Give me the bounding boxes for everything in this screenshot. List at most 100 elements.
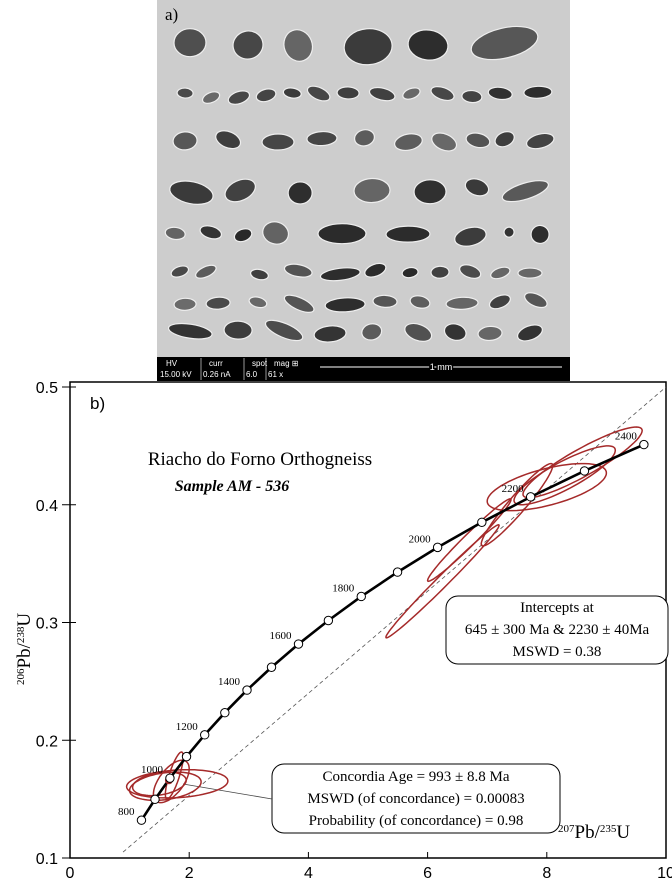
zircon-grain (494, 131, 515, 148)
zircon-grain (313, 325, 347, 343)
zircon-grain (445, 296, 479, 310)
zircon-grain (402, 87, 421, 100)
zircon-grain (465, 132, 491, 149)
zircon-grain (401, 266, 419, 279)
axis-label-part: 206 (15, 668, 27, 685)
error-ellipse (164, 751, 184, 800)
annotation-text: Intercepts at (520, 600, 595, 616)
error-ellipse (486, 462, 608, 512)
age-marker (266, 662, 277, 672)
zircon-grain (164, 226, 186, 241)
axis-label-part: 238 (15, 626, 27, 643)
age-marker (432, 542, 443, 553)
zircon-grain (343, 28, 393, 66)
age-marker (242, 685, 252, 695)
chart-subtitle: Sample AM - 536 (175, 478, 290, 495)
zircon-grain (364, 262, 387, 278)
zircon-grain (470, 25, 539, 61)
zircon-grain (283, 29, 314, 62)
annotation-box (271, 763, 561, 834)
info-value: 15.00 kV (160, 370, 192, 379)
zircon-grain (409, 295, 431, 309)
zircon-grain (255, 88, 277, 103)
info-value: 0.26 nA (203, 370, 231, 379)
panel-label: a) (165, 5, 178, 24)
chart-title: Riacho do Forno Orthogneiss (148, 449, 372, 470)
zircon-grain (176, 87, 194, 99)
y-tick-label: 0.1 (36, 851, 58, 868)
panel-label: b) (90, 394, 105, 413)
zircon-grain (227, 90, 251, 105)
axis-label-part: 235 (600, 823, 617, 835)
zircon-grain (224, 178, 256, 203)
age-marker (150, 794, 160, 805)
error-ellipse (426, 498, 512, 583)
leader-line (182, 783, 273, 800)
zircon-grain (173, 28, 207, 58)
zircon-grain (199, 225, 223, 240)
zircon-grain (464, 178, 490, 197)
zircon-grain (250, 268, 269, 281)
zircon-grain (261, 133, 295, 151)
zircon-grain (407, 29, 449, 61)
zircon-grain (516, 324, 543, 342)
zircon-grain (503, 226, 515, 238)
zircon-grain (353, 177, 391, 204)
age-marker (165, 773, 175, 783)
age-marker (525, 492, 536, 502)
annotation-text: MSWD = 0.38 (513, 644, 602, 660)
zircon-grain (517, 267, 543, 279)
zircon-grain (173, 297, 197, 311)
annotation-text: MSWD (of concordance) = 0.00083 (307, 791, 524, 807)
y-tick-label: 0.2 (36, 733, 58, 750)
zircon-grain (336, 86, 360, 100)
axis-label-part: Pb/ (14, 642, 35, 668)
x_label: 207Pb/235U (558, 822, 630, 843)
zircon-grain (306, 130, 338, 147)
x-tick-label: 6 (423, 865, 432, 882)
x-tick-label: 0 (66, 865, 75, 882)
y-tick-label: 0.4 (36, 498, 58, 515)
zircon-grain (324, 297, 366, 313)
age-marker (392, 567, 403, 577)
zircon-grain (413, 179, 447, 205)
zircon-grain (287, 181, 313, 205)
annotation-text: Concordia Age = 993 ± 8.8 Ma (322, 769, 509, 785)
age-label: 2200 (502, 483, 525, 495)
age-label: 1000 (141, 764, 164, 776)
zircon-grain (283, 294, 315, 313)
error-ellipse (125, 768, 229, 799)
annotation-text: 645 ± 300 Ma & 2230 ± 40Ma (465, 622, 650, 638)
info-name: curr (209, 359, 223, 368)
age-marker (220, 707, 230, 718)
age-marker (199, 730, 210, 740)
zircon-grain (306, 85, 331, 102)
info-bar-text: HV 15.00 kV curr 0.26 nA spot 6.0 mag ⊞ 61 x (160, 358, 299, 380)
zircon-grain (248, 296, 268, 309)
zircon-grain (430, 265, 450, 279)
zircon-grain (523, 85, 553, 99)
zircon-grain (283, 263, 313, 278)
scale-bar-label: 1 mm (430, 362, 453, 372)
zircon-grain (262, 221, 290, 245)
zircon-grain (223, 320, 253, 340)
zircon-grain (361, 323, 383, 341)
zircon-grain (501, 180, 549, 203)
error-ellipse (513, 445, 617, 506)
x-tick-label: 10 (657, 865, 672, 882)
zircon-grain (232, 30, 264, 60)
zircon-grain (394, 133, 423, 152)
zircon-grain (372, 294, 398, 308)
annotation-box (445, 595, 669, 665)
x-tick-label: 4 (304, 865, 313, 882)
plot-area (122, 386, 666, 853)
y-tick-label: 0.3 (36, 616, 58, 633)
age-marker (639, 439, 649, 450)
axis-label-part: Pb/ (575, 822, 601, 843)
age-label: 1800 (332, 582, 355, 594)
info-name: spot (252, 359, 268, 368)
zircon-grain (404, 322, 433, 342)
zircon-grain (205, 296, 231, 310)
